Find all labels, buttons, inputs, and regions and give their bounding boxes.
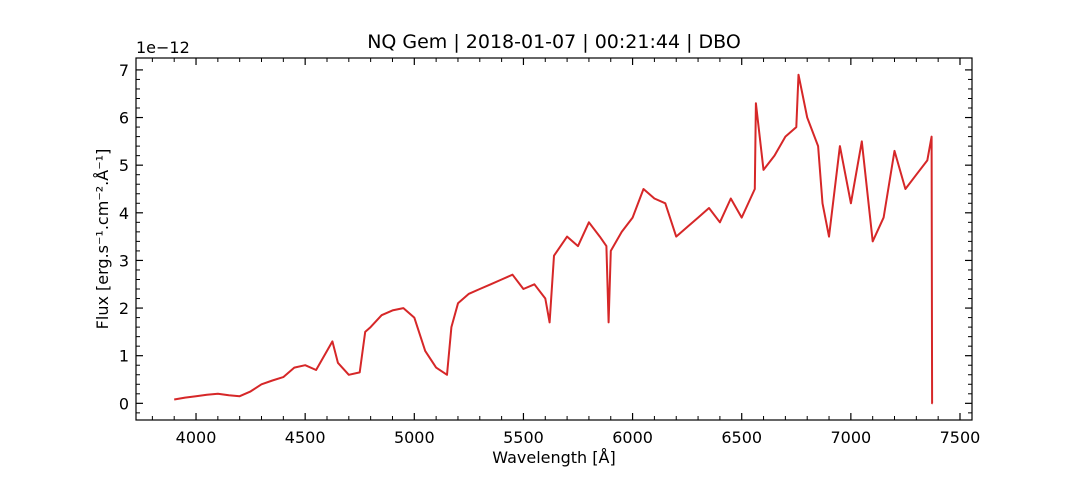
- y-offset-text: 1e−12: [136, 38, 190, 57]
- y-tick-label: 3: [119, 251, 129, 270]
- x-tick-label: 5000: [394, 428, 435, 447]
- x-axis: 4000 4500 5000 5500 6000 6500 7000 7500: [151, 58, 981, 447]
- x-tick-label: 6500: [721, 428, 762, 447]
- series-line-0: [174, 73, 934, 405]
- y-tick-label: 4: [119, 204, 129, 223]
- y-tick-label: 5: [119, 156, 129, 175]
- x-tick-label: 5500: [503, 428, 544, 447]
- y-tick-label: 0: [119, 394, 129, 413]
- x-axis-label: Wavelength [Å]: [492, 448, 615, 467]
- y-tick-label: 2: [119, 299, 129, 318]
- y-tick-label: 6: [119, 109, 129, 128]
- x-tick-label: 7500: [940, 428, 981, 447]
- y-tick-label: 1: [119, 347, 129, 366]
- plot-area: [174, 73, 934, 405]
- plot-frame: [135, 57, 973, 421]
- chart-title: NQ Gem | 2018-01-07 | 00:21:44 | DBO: [367, 31, 741, 53]
- x-tick-label: 4500: [285, 428, 326, 447]
- x-tick-label: 7000: [830, 428, 871, 447]
- x-tick-label: 4000: [176, 428, 217, 447]
- y-axis: 0 1 2 3 4 5 6 7: [119, 61, 972, 414]
- y-axis-label: Flux [erg.s⁻¹.cm⁻².Å⁻¹]: [93, 149, 112, 330]
- x-tick-label: 6000: [612, 428, 653, 447]
- y-tick-label: 7: [119, 61, 129, 80]
